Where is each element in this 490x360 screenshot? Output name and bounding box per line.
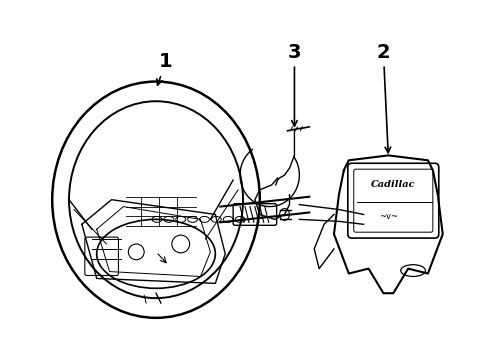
Text: Cadillac: Cadillac — [371, 180, 416, 189]
Text: 3: 3 — [288, 42, 301, 126]
Text: 2: 2 — [377, 42, 391, 153]
Text: 1: 1 — [157, 52, 172, 85]
Text: ~v~: ~v~ — [379, 212, 398, 221]
